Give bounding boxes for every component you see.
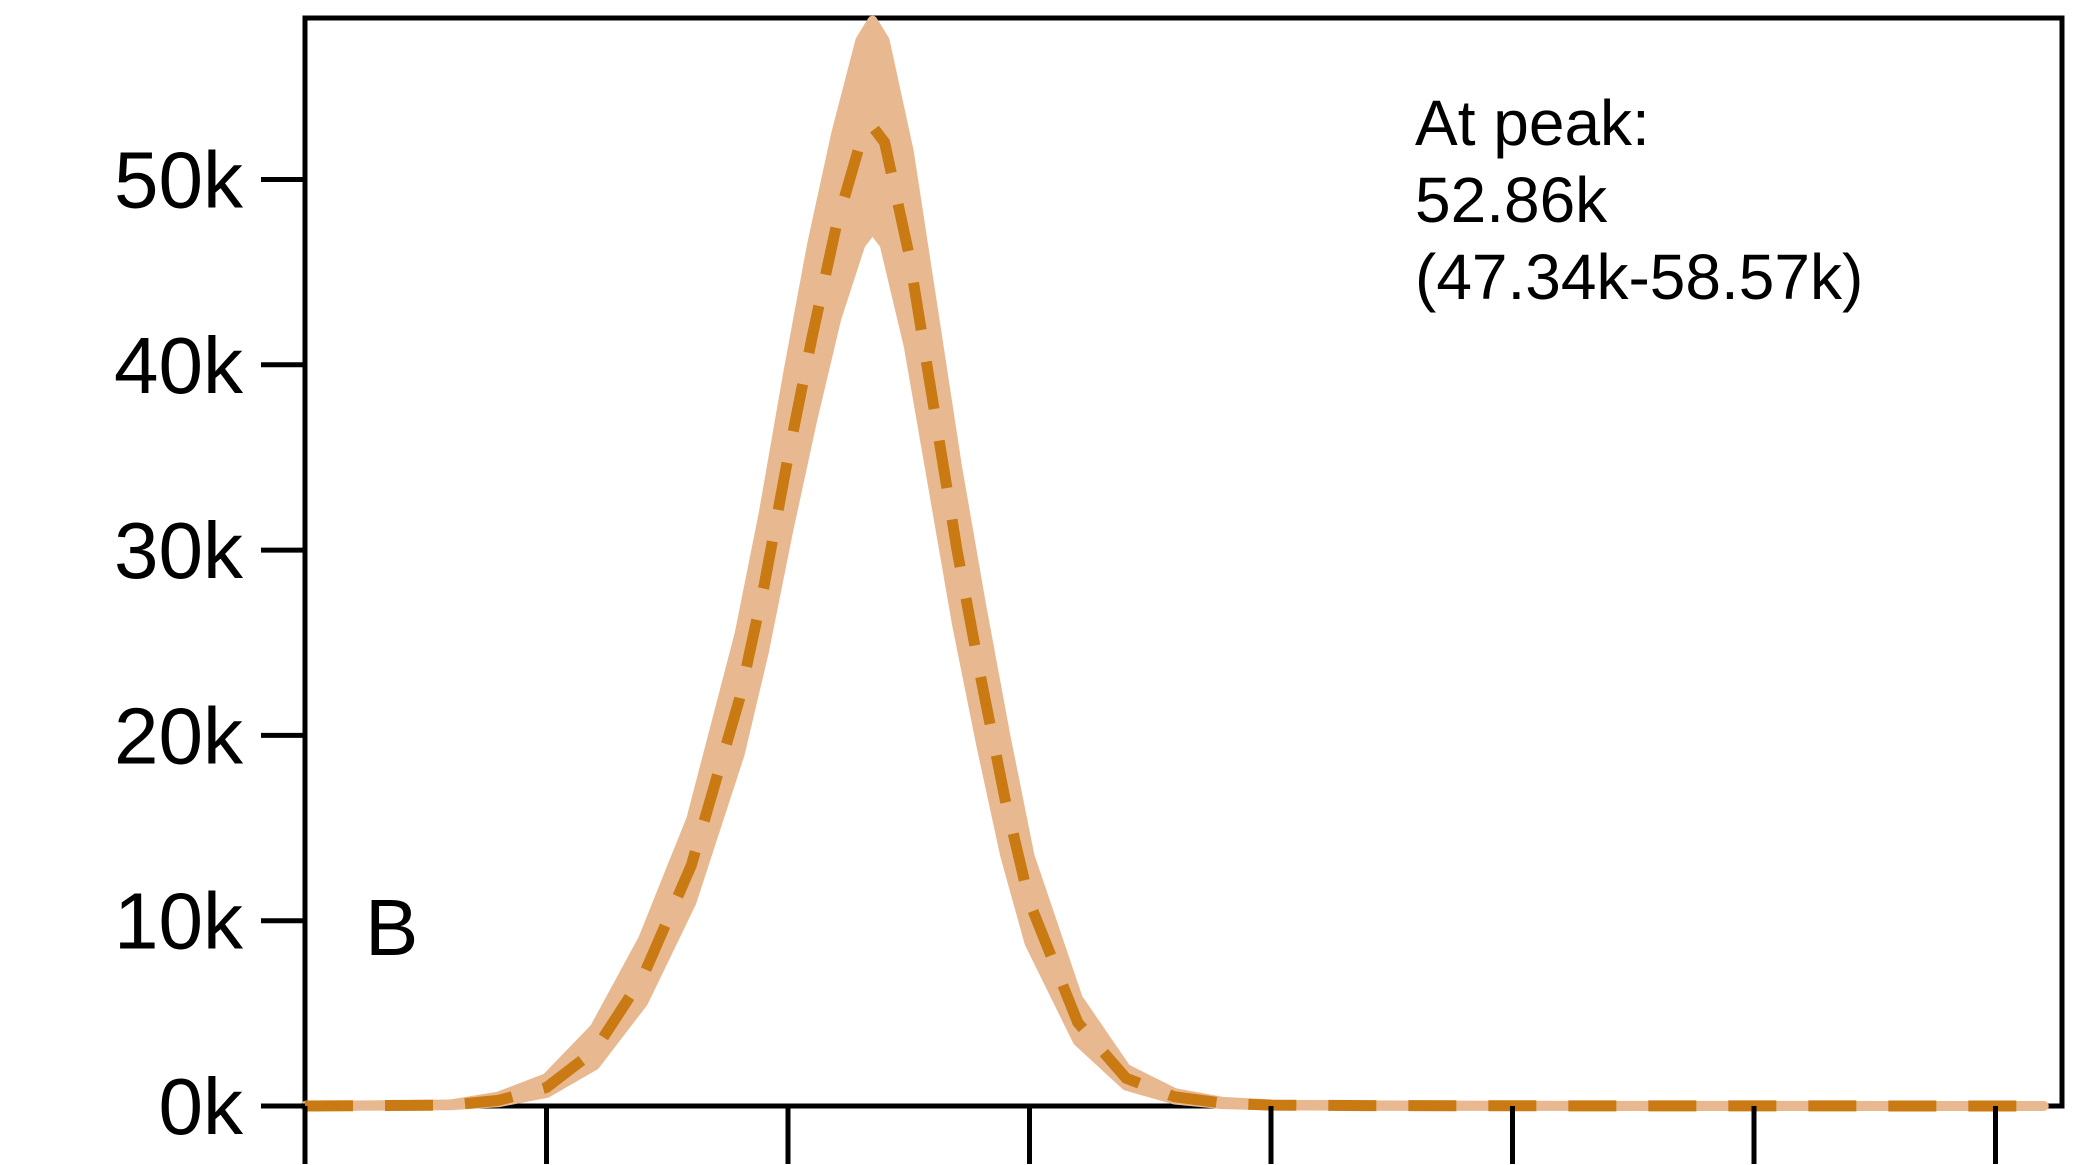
panel-label: B xyxy=(365,883,418,972)
confidence-band-layer xyxy=(300,15,2049,1111)
y-tick-label: 40k xyxy=(114,321,244,410)
confidence-band xyxy=(300,15,2049,1111)
annotation-line-3: (47.34k-58.57k) xyxy=(1415,241,1863,313)
x-axis xyxy=(302,1106,1998,1164)
y-axis: 0k 10k 20k 30k 40k 50k xyxy=(114,136,305,1151)
y-tick-label: 30k xyxy=(114,506,244,595)
y-tick-label: 20k xyxy=(114,691,244,780)
y-tick-label: 10k xyxy=(114,877,244,966)
y-tick-label: 50k xyxy=(114,136,244,225)
plot-frame xyxy=(302,15,2065,1109)
annotation-line-2: 52.86k xyxy=(1415,164,1608,236)
annotation-line-1: At peak: xyxy=(1415,87,1650,159)
y-tick-label: 0k xyxy=(159,1062,244,1151)
peak-annotation: At peak: 52.86k (47.34k-58.57k) xyxy=(1415,87,1863,313)
